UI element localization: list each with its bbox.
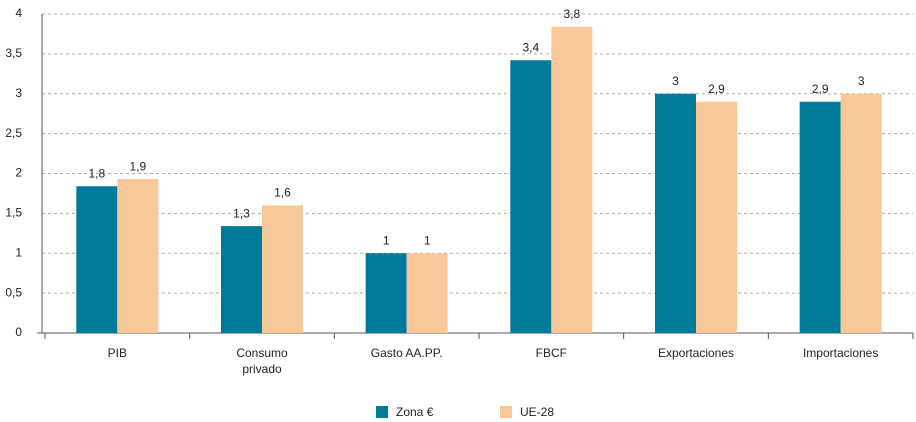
bar xyxy=(510,60,552,333)
legend-swatch xyxy=(376,406,388,418)
bar xyxy=(221,226,262,333)
bar xyxy=(696,101,737,333)
y-tick-label: 0 xyxy=(15,325,22,339)
y-tick-label: 1 xyxy=(15,245,22,259)
data-label: 2,9 xyxy=(812,82,829,96)
x-tick-label: Exportaciones xyxy=(657,346,735,360)
data-label: 1,9 xyxy=(129,159,146,173)
data-label: 2,9 xyxy=(708,82,725,96)
data-label: 3 xyxy=(672,74,679,88)
y-tick-label: 3,5 xyxy=(5,46,22,60)
x-tick-label: PIB xyxy=(107,346,127,360)
data-label: 1,6 xyxy=(274,186,291,200)
bar xyxy=(655,93,696,333)
y-tick-label: 4 xyxy=(15,6,22,20)
x-tick-label: Gasto AA.PP. xyxy=(370,346,443,360)
y-tick-label: 2,5 xyxy=(5,126,22,140)
data-label: 1 xyxy=(383,233,390,247)
x-tick-label: Importaciones xyxy=(802,346,879,360)
x-tick-label: Consumo privado xyxy=(236,346,288,376)
data-label: 3,4 xyxy=(522,40,539,54)
data-label: 1 xyxy=(424,233,431,247)
bar xyxy=(262,205,303,333)
data-label: 1,8 xyxy=(88,166,105,180)
bar xyxy=(840,93,882,333)
legend-swatch xyxy=(500,406,512,418)
data-label: 1,3 xyxy=(233,206,250,220)
legend-label: UE-28 xyxy=(520,405,554,419)
x-tick-label: FBCF xyxy=(535,346,567,360)
y-tick-label: 1,5 xyxy=(5,206,22,220)
bar xyxy=(117,179,159,333)
bar xyxy=(365,253,407,333)
bar xyxy=(406,253,448,333)
bar xyxy=(799,101,841,333)
legend-label: Zona € xyxy=(396,405,434,419)
bar xyxy=(551,26,593,333)
data-label: 3,8 xyxy=(563,7,580,21)
y-tick-label: 2 xyxy=(15,166,22,180)
data-label: 3 xyxy=(858,74,865,88)
bar xyxy=(76,186,118,333)
y-tick-label: 3 xyxy=(15,86,22,100)
y-tick-label: 0,5 xyxy=(5,285,22,299)
